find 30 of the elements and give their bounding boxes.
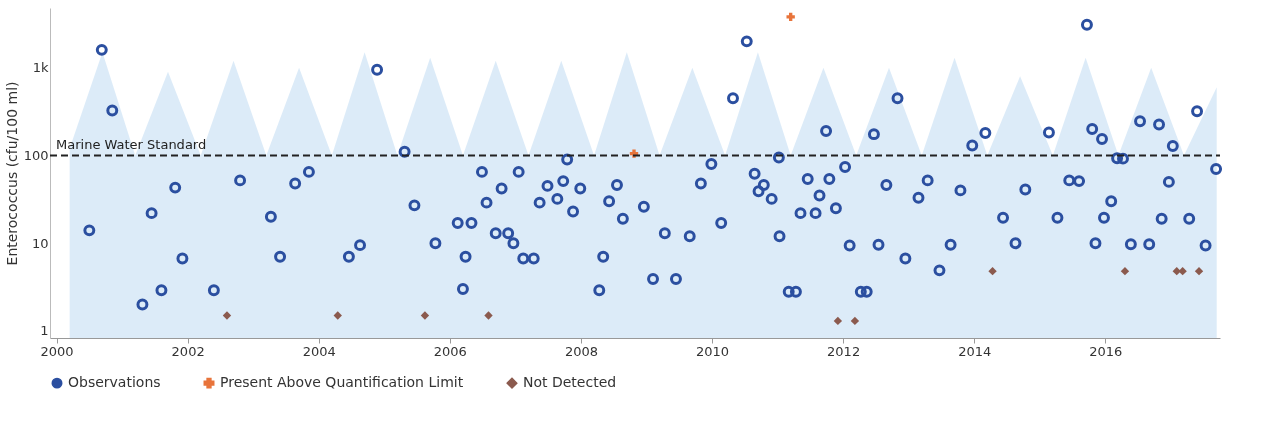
point bbox=[786, 12, 795, 22]
point bbox=[1172, 266, 1181, 276]
point bbox=[988, 266, 997, 276]
point bbox=[333, 311, 342, 320]
point bbox=[1120, 266, 1130, 276]
legend-label: Not Detected bbox=[523, 374, 617, 391]
x-tick-label: 2006 bbox=[433, 343, 467, 359]
x-tick-label: 2000 bbox=[40, 343, 74, 359]
x-tick-label: 2016 bbox=[1089, 343, 1123, 359]
legend-label: Observations bbox=[68, 374, 161, 391]
y-tick-label: 100 bbox=[23, 147, 49, 163]
point bbox=[833, 316, 843, 326]
point bbox=[484, 311, 493, 320]
point bbox=[420, 311, 430, 320]
point bbox=[222, 311, 232, 320]
y-tick-label: 1 bbox=[40, 323, 49, 339]
x-tick-label: 2012 bbox=[827, 343, 861, 359]
point bbox=[1178, 266, 1187, 276]
ref-line-label: Marine Water Standard bbox=[56, 137, 207, 153]
point bbox=[850, 316, 860, 326]
x-tick-label: 2010 bbox=[695, 343, 730, 359]
x-tick-label: 2004 bbox=[302, 343, 336, 359]
legend-label: Present Above Quantification Limit bbox=[220, 374, 464, 391]
x-tick-label: 2008 bbox=[564, 343, 598, 359]
y-tick-label: 10 bbox=[31, 235, 49, 251]
y-tick-label: 1k bbox=[32, 60, 49, 76]
x-tick-label: 2002 bbox=[171, 343, 205, 359]
y-axis-title: Enterococcus (cfu/100 ml) bbox=[3, 81, 20, 266]
x-tick-label: 2014 bbox=[958, 343, 992, 359]
point bbox=[1194, 266, 1204, 276]
